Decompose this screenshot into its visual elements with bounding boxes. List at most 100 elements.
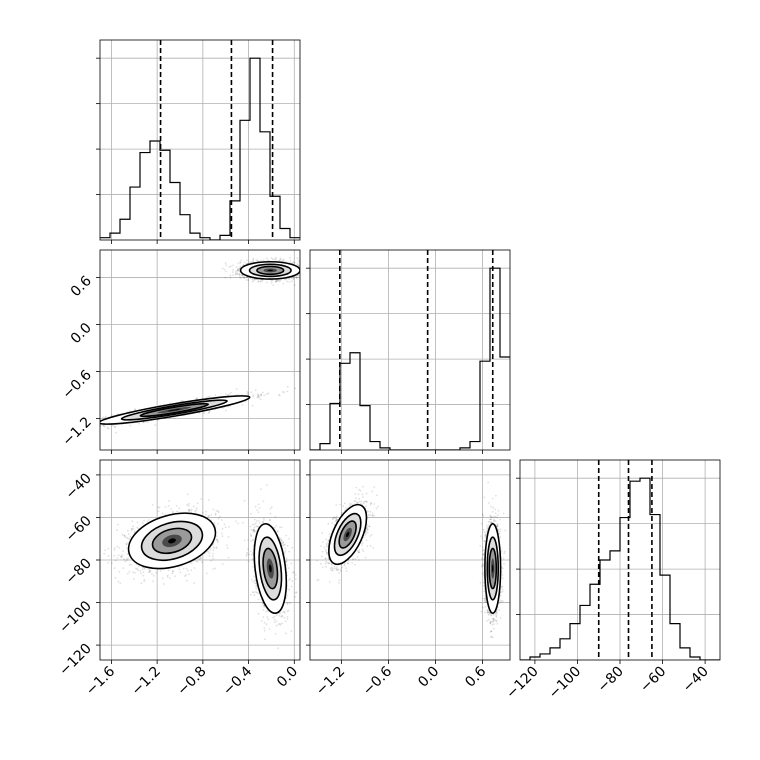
sample-point [52, 436, 54, 438]
histogram-bin [190, 233, 200, 240]
sample-point [172, 570, 174, 573]
sample-point [102, 424, 105, 427]
sample-point [209, 547, 212, 549]
sample-point [205, 572, 208, 575]
sample-point [225, 264, 228, 266]
sample-point [260, 395, 262, 397]
sample-point [126, 572, 129, 575]
sample-point [237, 269, 239, 272]
sample-point [215, 546, 218, 549]
sample-point [280, 258, 282, 261]
sample-point [148, 569, 151, 572]
sample-point [115, 431, 117, 434]
sample-point [141, 521, 144, 524]
sample-point [175, 504, 178, 507]
sample-point [188, 573, 190, 576]
sample-point [246, 392, 249, 395]
sample-point [270, 282, 273, 284]
sample-point [142, 421, 145, 424]
sample-point [230, 265, 232, 268]
sample-point [234, 273, 237, 276]
sample-point [239, 273, 241, 276]
sample-point [289, 260, 292, 262]
sample-point [128, 564, 131, 566]
contour-level [267, 269, 273, 272]
sample-point [295, 275, 297, 278]
sample-point [257, 395, 259, 397]
sample-point [228, 266, 231, 268]
sample-point [130, 563, 133, 566]
sample-point [192, 505, 195, 508]
sample-point [293, 261, 296, 264]
sample-point [178, 568, 181, 571]
sample-point [151, 573, 153, 575]
sample-point [286, 280, 289, 283]
sample-point [139, 570, 142, 572]
sample-point [221, 407, 224, 409]
histogram-bin [610, 551, 620, 660]
sample-point [257, 394, 260, 396]
sample-point [243, 276, 246, 279]
sample-point [221, 563, 224, 565]
sample-point [173, 417, 176, 420]
sample-point [271, 258, 274, 261]
sample-point [121, 555, 123, 558]
sample-point [127, 541, 129, 544]
sample-point [250, 578, 253, 581]
sample-point [282, 259, 285, 262]
sample-point [132, 525, 135, 528]
histogram-bin [180, 215, 190, 240]
sample-point [119, 582, 122, 585]
sample-point [240, 274, 243, 276]
sample-point [113, 554, 116, 557]
sample-point [237, 262, 240, 265]
sample-point [301, 267, 303, 269]
sample-point [275, 280, 278, 283]
sample-point [190, 508, 193, 511]
sample-point [167, 569, 170, 572]
sample-point [214, 513, 217, 516]
histogram-bin [110, 233, 120, 240]
sample-point [56, 428, 58, 430]
sample-point [259, 398, 262, 401]
sample-point [132, 571, 135, 574]
sample-point [146, 520, 149, 523]
sample-point [227, 394, 229, 396]
sample-point [98, 422, 100, 424]
sample-point [267, 259, 269, 261]
sample-point [221, 527, 224, 530]
sample-point [94, 417, 96, 419]
sample-point [216, 541, 219, 544]
histogram-bin [260, 132, 270, 240]
histogram-step-line [310, 267, 510, 450]
sample-point [114, 426, 117, 428]
sample-point [295, 276, 298, 279]
sample-point [221, 532, 223, 535]
sample-point [187, 509, 190, 512]
sample-point [294, 387, 296, 390]
sample-point [164, 506, 167, 508]
sample-point [180, 400, 183, 402]
sample-point [301, 269, 303, 271]
sample-point [190, 569, 193, 571]
sample-point [196, 560, 199, 563]
sample-point [210, 559, 213, 562]
sample-point [239, 261, 242, 264]
sample-point [278, 393, 280, 396]
sample-point [125, 543, 128, 546]
sample-point [214, 512, 217, 515]
sample-point [176, 510, 179, 513]
sample-point [94, 424, 96, 426]
sample-point [200, 557, 202, 560]
sample-point [117, 554, 120, 557]
sample-point [208, 411, 211, 414]
sample-point [301, 273, 303, 275]
sample-point [125, 536, 128, 539]
sample-point [251, 280, 254, 283]
sample-point [122, 567, 125, 569]
sample-point [278, 259, 281, 261]
sample-point [152, 574, 155, 577]
sample-point [217, 510, 219, 512]
sample-point [104, 549, 107, 552]
sample-point [113, 547, 116, 549]
